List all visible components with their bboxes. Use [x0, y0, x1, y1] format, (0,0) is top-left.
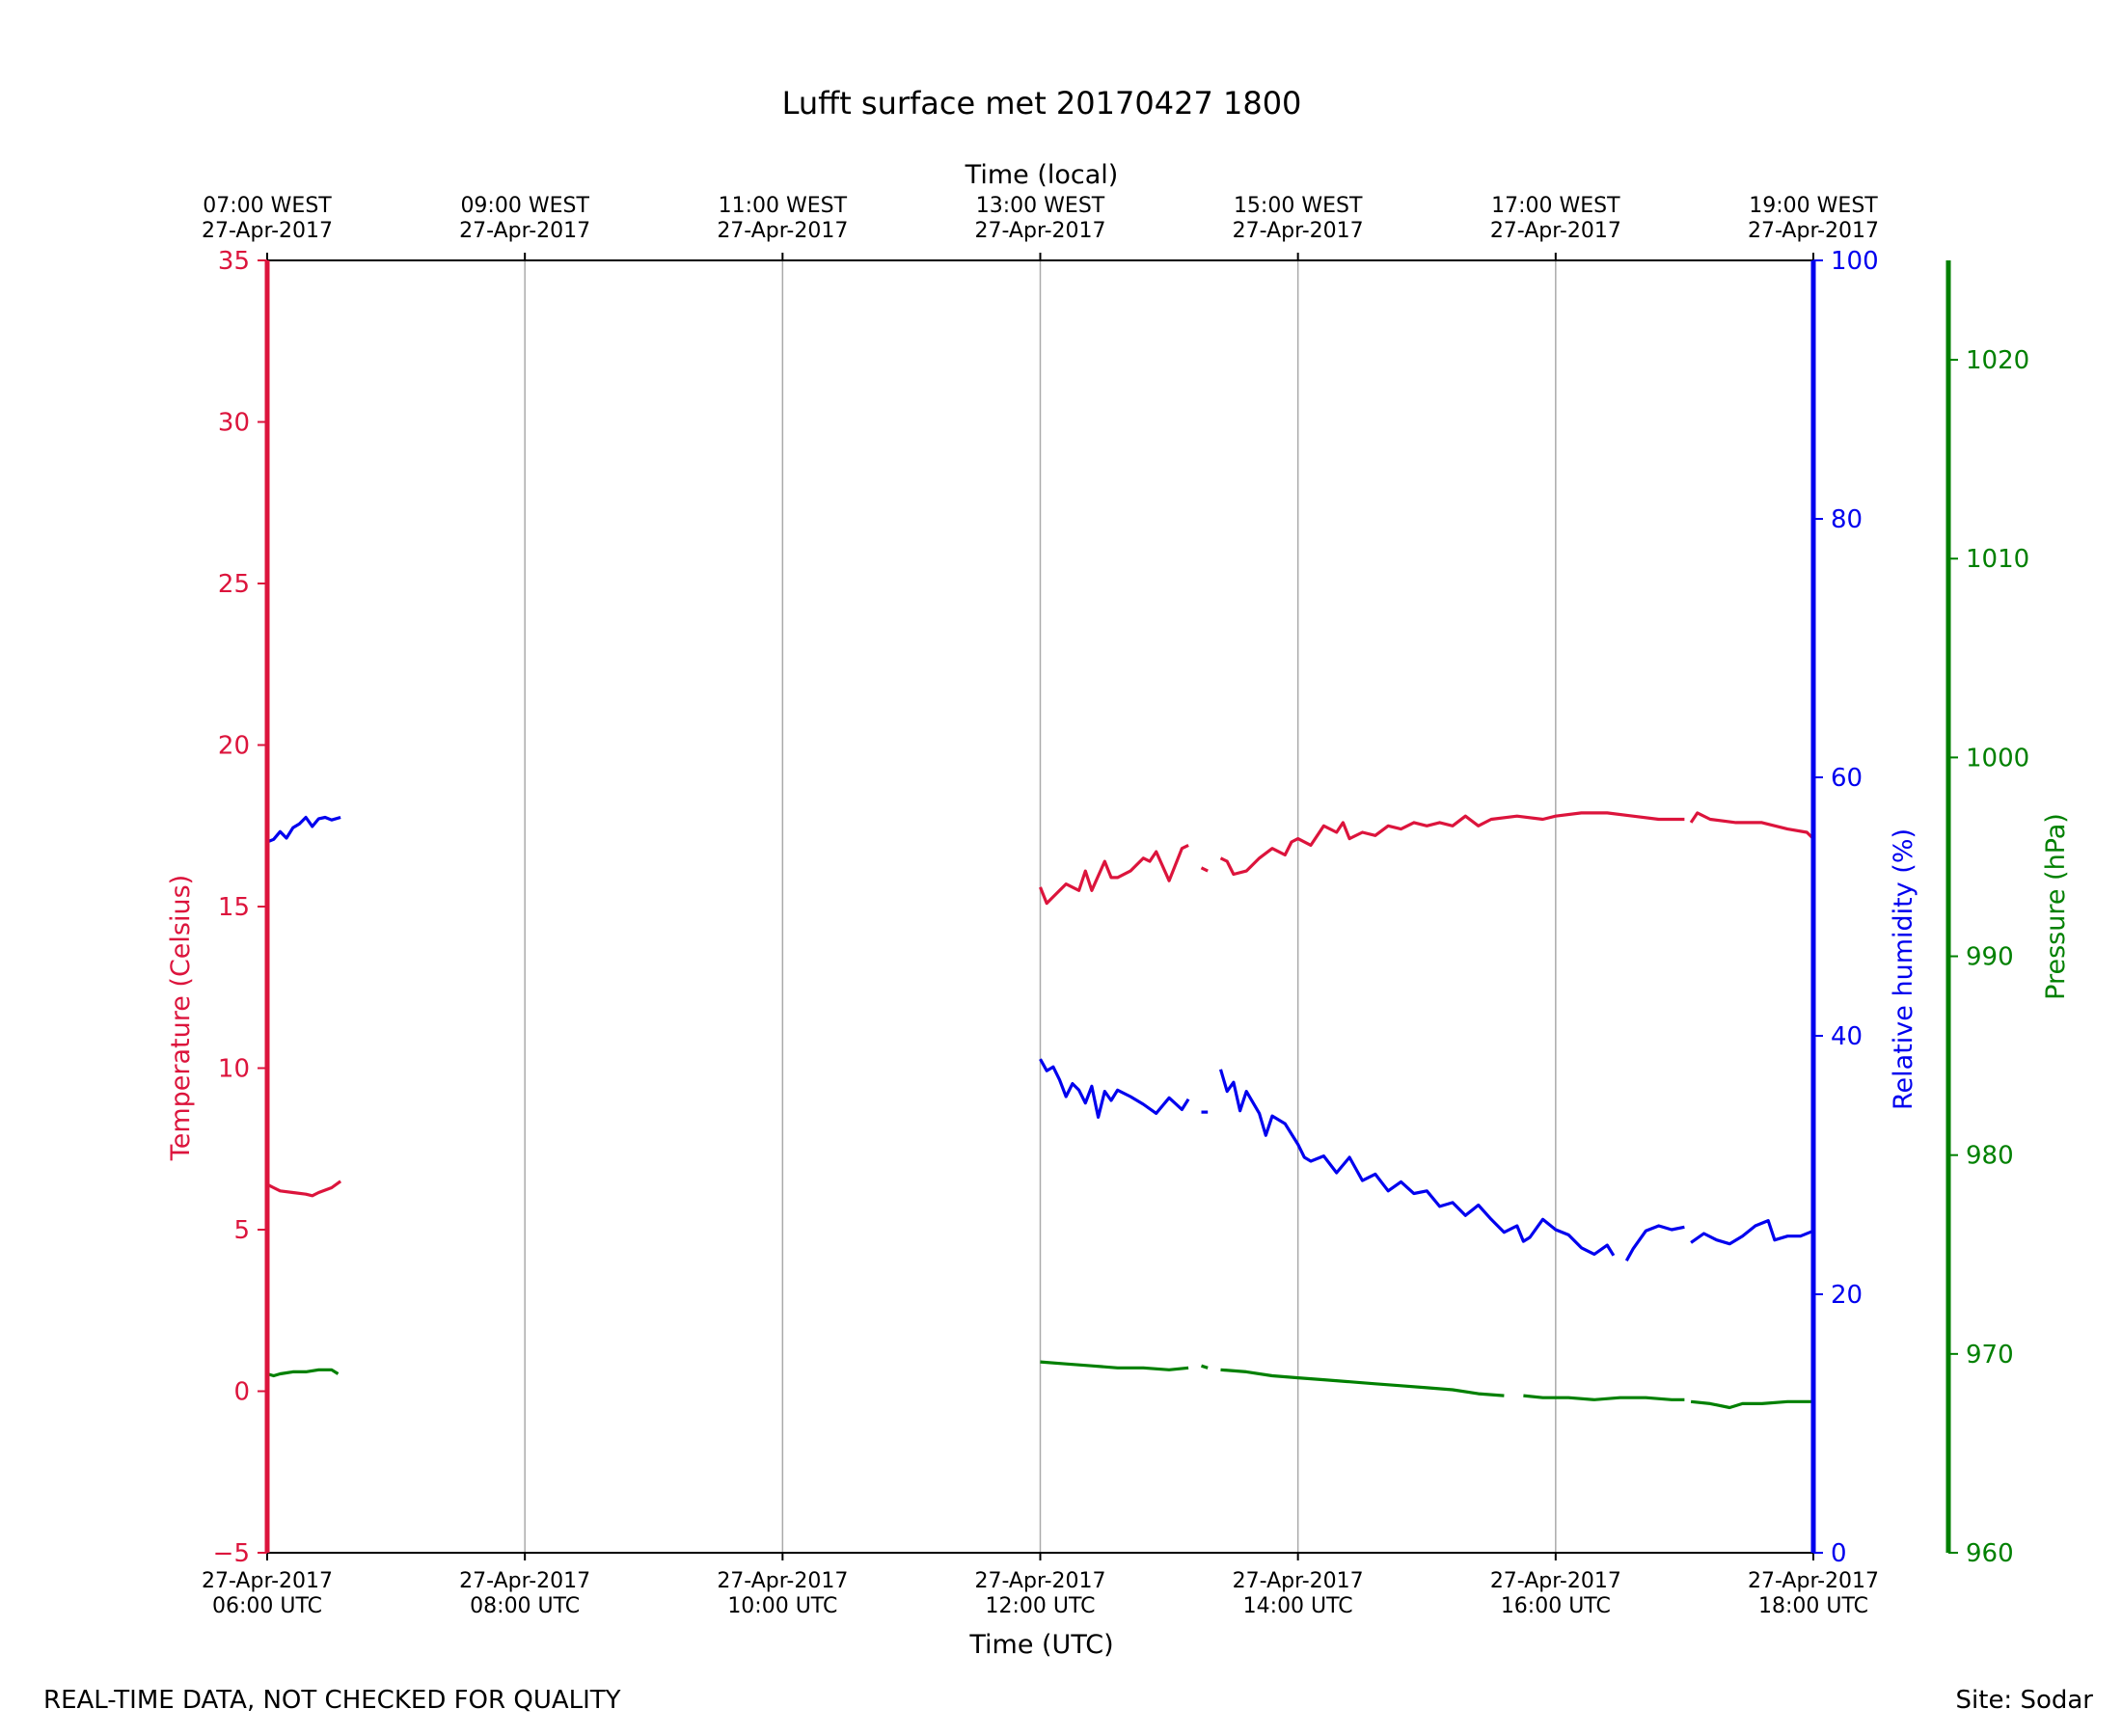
temperature-tick-label: 30 [218, 409, 250, 438]
pressure-tick-label: 1000 [1966, 744, 2029, 773]
temperature-series-line [1219, 811, 1685, 877]
x-tick-label: 16:00 UTC [1501, 1594, 1611, 1618]
humidity-series-line [266, 815, 341, 844]
x-tick-label: 27-Apr-2017 [1233, 1569, 1364, 1593]
humidity-axis-label: Relative humidity (%) [1889, 828, 1918, 1110]
x-tick-label: 27-Apr-2017 [1490, 1569, 1621, 1593]
x-tick-label: 27-Apr-2017 [202, 1569, 333, 1593]
temperature-tick-label: 10 [218, 1055, 250, 1084]
pressure-tick-label: 1010 [1966, 545, 2029, 574]
x-tick-label: 27-Apr-2017 [1748, 1569, 1879, 1593]
x2-tick-label: 27-Apr-2017 [1233, 219, 1364, 243]
x2-tick-label: 27-Apr-2017 [717, 219, 848, 243]
humidity-series-line [1218, 1069, 1616, 1257]
pressure-axis-label: Pressure (hPa) [2041, 813, 2071, 1000]
x-tick-label: 14:00 UTC [1243, 1594, 1353, 1618]
x2-tick-label: 27-Apr-2017 [459, 219, 590, 243]
x2-tick-label: 27-Apr-2017 [974, 219, 1105, 243]
humidity-series-line [1690, 1219, 1814, 1246]
temperature-series-line [1039, 843, 1189, 906]
pressure-series-line [1523, 1394, 1685, 1401]
temperature-series-line [266, 1180, 342, 1198]
pressure-tick-label: 1020 [1966, 346, 2029, 375]
pressure-series-line [1201, 1364, 1209, 1370]
x2-tick-label: 19:00 WEST [1749, 194, 1878, 218]
x-tick-label: 10:00 UTC [727, 1594, 837, 1618]
humidity-tick-label: 20 [1831, 1281, 1863, 1310]
temperature-series-line [1689, 811, 1815, 840]
x2-axis-label: Time (local) [965, 160, 1119, 190]
pressure-tick-label: 960 [1966, 1539, 2014, 1568]
x-tick-label: 08:00 UTC [470, 1594, 580, 1618]
humidity-tick-label: 100 [1831, 247, 1879, 276]
humidity-tick-label: 0 [1831, 1539, 1847, 1568]
x-tick-label: 06:00 UTC [212, 1594, 322, 1618]
x-tick-label: 27-Apr-2017 [459, 1569, 590, 1593]
pressure-tick-label: 990 [1966, 943, 2014, 972]
x2-tick-label: 27-Apr-2017 [1490, 219, 1621, 243]
temperature-series-line [1200, 866, 1209, 873]
x-tick-label: 27-Apr-2017 [974, 1569, 1105, 1593]
humidity-series-line [1039, 1058, 1190, 1119]
x-axis-label: Time (UTC) [968, 1630, 1113, 1660]
temperature-tick-label: 25 [218, 570, 250, 599]
temperature-tick-label: 0 [233, 1378, 250, 1407]
x2-tick-label: 11:00 WEST [719, 194, 848, 218]
humidity-tick-label: 40 [1831, 1022, 1863, 1051]
x-tick-label: 12:00 UTC [985, 1594, 1095, 1618]
chart-title: Lufft surface met 20170427 1800 [782, 85, 1302, 122]
x2-tick-label: 27-Apr-2017 [202, 219, 333, 243]
x2-tick-label: 15:00 WEST [1234, 194, 1363, 218]
grid-layer [524, 260, 1557, 1553]
pressure-series-line [1690, 1399, 1813, 1410]
humidity-series-line [1624, 1224, 1685, 1261]
pressure-series-line [1040, 1360, 1189, 1371]
pressure-series-line [1220, 1368, 1505, 1397]
pressure-series-line [266, 1368, 340, 1378]
temperature-tick-label: −5 [213, 1539, 250, 1568]
quality-disclaimer: REAL-TIME DATA, NOT CHECKED FOR QUALITY [43, 1686, 621, 1715]
temperature-axis-label: Temperature (Celsius) [166, 875, 196, 1161]
x-tick-label: 18:00 UTC [1758, 1594, 1868, 1618]
x-tick-label: 27-Apr-2017 [717, 1569, 848, 1593]
x2-tick-label: 13:00 WEST [976, 194, 1105, 218]
x2-tick-label: 27-Apr-2017 [1748, 219, 1879, 243]
temperature-tick-label: 15 [218, 893, 250, 922]
site-label: Site: Sodar [1955, 1686, 2093, 1715]
x2-tick-label: 17:00 WEST [1491, 194, 1620, 218]
temperature-tick-label: 35 [218, 247, 250, 276]
pressure-tick-label: 980 [1966, 1142, 2014, 1171]
x2-tick-label: 09:00 WEST [460, 194, 589, 218]
x2-tick-label: 07:00 WEST [203, 194, 332, 218]
temperature-tick-label: 5 [233, 1216, 250, 1245]
humidity-tick-label: 60 [1831, 764, 1863, 793]
pressure-tick-label: 970 [1966, 1341, 2014, 1370]
series-layer [266, 811, 1815, 1410]
humidity-tick-label: 80 [1831, 505, 1863, 534]
temperature-tick-label: 20 [218, 732, 250, 761]
